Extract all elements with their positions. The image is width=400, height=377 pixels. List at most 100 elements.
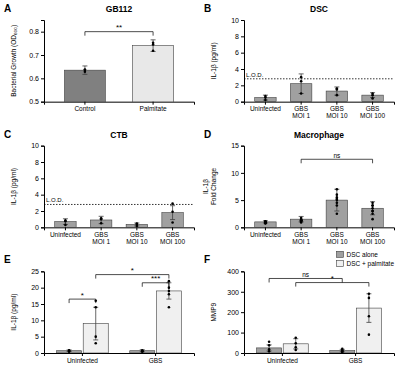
y-axis: 0100200300400 [227, 268, 244, 357]
x-tick: GBSMOI 1 [292, 102, 310, 120]
data-point [294, 349, 297, 352]
data-point [264, 99, 267, 102]
error-bar [99, 216, 104, 223]
x-tick-mark [153, 102, 154, 105]
x-tick: GBSMOI 1 [92, 227, 110, 245]
y-axis: 0246810 [31, 142, 44, 231]
data-point [100, 217, 103, 220]
y-axis-title-line: IL-1β (pg/ml) [210, 42, 218, 79]
y-axis: 0246810 [231, 17, 244, 106]
y-axis-title: IL-1β (pg/ml) [210, 42, 218, 79]
data-point [264, 95, 267, 98]
data-point [371, 210, 374, 213]
x-tick-label-line: Uninfected [67, 357, 98, 364]
y-tick-label: 15 [31, 301, 39, 308]
data-point [264, 220, 267, 223]
y-tick: 0 [235, 350, 244, 357]
data-point [336, 204, 339, 207]
x-tick-mark [82, 353, 83, 356]
error-bar [151, 40, 156, 52]
y-tick: 10 [231, 170, 244, 177]
x-tick-mark [301, 102, 302, 105]
x-tick: Uninfected [67, 353, 98, 364]
panel-label: E [4, 254, 11, 265]
data-point [371, 210, 374, 213]
data-point [171, 211, 174, 214]
y-tick-mark [41, 78, 44, 79]
x-tick-label-line: GBS [330, 231, 344, 238]
legend-swatch [336, 260, 343, 266]
plot-area [44, 202, 194, 227]
y-tick-mark [41, 146, 44, 147]
data-point [368, 315, 371, 318]
y-tick: 0 [235, 98, 244, 105]
panel-label: A [4, 3, 11, 14]
x-axis: Uninfected GBS [245, 353, 395, 364]
data-point [68, 349, 71, 352]
data-point [100, 222, 103, 225]
significance-label: *** [151, 274, 160, 283]
error-bar [82, 66, 87, 74]
y-tick-mark [41, 102, 44, 103]
significance-label: ** [116, 23, 122, 32]
y-tick: 5 [35, 333, 44, 340]
x-axis-line [45, 354, 195, 357]
bar [64, 70, 105, 101]
data-point [368, 297, 371, 300]
x-axis: UninfectedGBSMOI 1GBSMOI 10GBSMOI 100 [245, 227, 395, 245]
x-tick-mark [172, 227, 173, 230]
y-tick-mark [41, 337, 44, 338]
bar [133, 46, 174, 102]
data-point [368, 292, 371, 295]
x-tick-label: Control [74, 105, 96, 112]
y-tick-label: 10 [31, 317, 39, 324]
y-axis-title: IL-1β (pg/ml) [10, 168, 18, 205]
data-point [171, 202, 174, 205]
x-tick-label: GBSMOI 10 [126, 231, 148, 245]
y-tick-label: 0.5 [29, 98, 39, 105]
panel: 0.50.60.70.8ControlPalmitateGB112Bacteri… [4, 3, 195, 218]
significance-label: * [331, 274, 334, 283]
significance-bracket [301, 159, 372, 163]
bar [156, 291, 181, 353]
x-tick-label: GBS [349, 357, 363, 364]
y-axis-line [41, 146, 45, 228]
y-tick-label: 6 [235, 49, 239, 56]
x-tick-label: GBSMOI 100 [360, 231, 385, 245]
y-tick: 10 [231, 17, 244, 24]
y-tick-mark [241, 227, 244, 228]
x-tick-label-line: Uninfected [250, 105, 281, 112]
y-axis-line [241, 272, 245, 354]
y-axis-title: IL-1βFold Change [202, 168, 218, 206]
plot-area [57, 280, 182, 353]
y-tick: 0 [35, 224, 44, 231]
y-tick: 200 [227, 309, 244, 316]
y-tick-mark [241, 312, 244, 313]
y-axis-line [41, 272, 45, 354]
x-tick-label: GBS [149, 357, 163, 364]
data-point [371, 204, 374, 207]
y-tick-mark [241, 146, 244, 147]
y-tick-label: 4 [35, 191, 39, 198]
x-tick-label-line: Uninfected [267, 357, 298, 364]
data-point [300, 92, 303, 95]
error-bar [67, 350, 72, 352]
x-tick-mark [336, 227, 337, 230]
y-axis-title: IL-1β (pg/ml) [10, 294, 18, 331]
data-point [152, 43, 155, 46]
plot-area [257, 292, 382, 353]
bar [290, 219, 311, 227]
data-point [168, 306, 171, 309]
data-point [100, 218, 103, 221]
x-tick: GBS [149, 353, 163, 364]
y-tick-label: 20 [31, 284, 39, 291]
y-tick-label: 0.7 [29, 52, 39, 59]
x-tick: GBSMOI 100 [360, 227, 385, 245]
x-tick-label: GBSMOI 10 [326, 231, 348, 245]
x-tick-label-line: Control [74, 105, 96, 112]
x-tick-label-line: MOI 10 [326, 112, 348, 119]
y-tick-label: 10 [31, 142, 39, 149]
y-tick-mark [41, 178, 44, 179]
y-tick-mark [41, 353, 44, 354]
x-tick-mark [372, 227, 373, 230]
